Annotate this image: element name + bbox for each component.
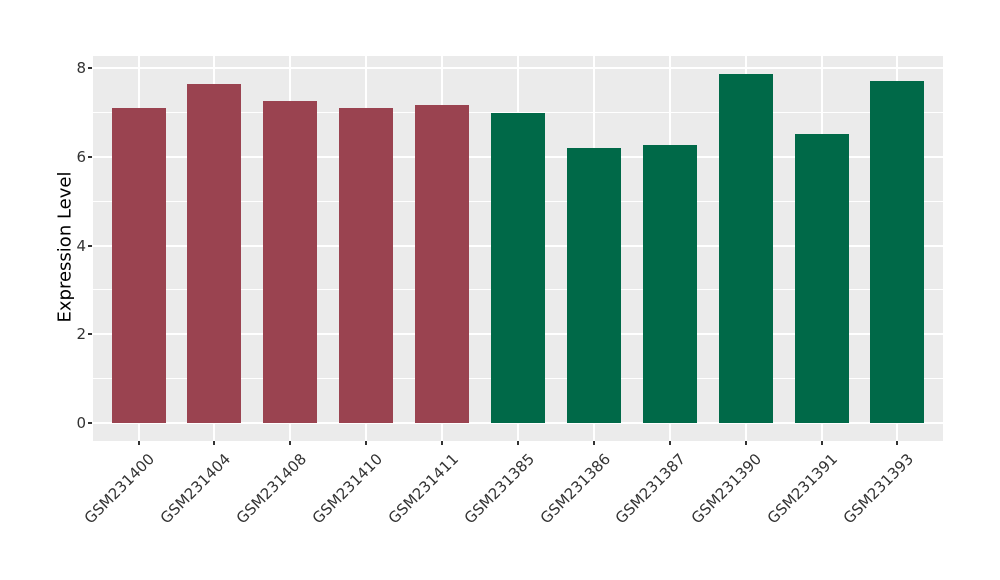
y-tick-label: 4 — [76, 236, 86, 255]
plot-panel — [93, 56, 943, 441]
x-tick-mark — [744, 441, 747, 445]
bar-GSM231387 — [642, 145, 697, 423]
x-tick-label: GSM231385 — [460, 450, 538, 528]
x-tick-label: GSM231391 — [763, 450, 842, 528]
x-tick-mark — [668, 441, 671, 445]
bar-GSM231390 — [718, 74, 773, 423]
x-tick-mark — [441, 441, 444, 445]
x-tick-label: GSM231390 — [688, 450, 766, 528]
x-tick-label: GSM231386 — [536, 450, 614, 528]
bar-GSM231404 — [187, 83, 242, 423]
bar-GSM231386 — [566, 147, 621, 423]
y-tick-label: 0 — [76, 413, 86, 432]
x-tick-mark — [213, 441, 216, 445]
x-tick-mark — [820, 441, 823, 445]
bar-GSM231400 — [111, 108, 166, 423]
x-tick-label: GSM231404 — [156, 450, 235, 528]
y-tick-mark — [88, 421, 92, 424]
y-tick-mark — [88, 333, 92, 336]
y-tick-mark — [88, 156, 92, 158]
bar-GSM231385 — [491, 113, 545, 423]
x-tick-mark — [289, 441, 292, 445]
x-tick-label: GSM231393 — [839, 450, 918, 528]
y-tick-label: 8 — [76, 59, 86, 78]
x-tick-label: GSM231411 — [384, 450, 462, 528]
bar-GSM231391 — [794, 133, 849, 423]
x-tick-mark — [592, 441, 595, 445]
bar-GSM231393 — [870, 81, 925, 423]
x-tick-label: GSM231410 — [308, 450, 386, 528]
x-tick-label: GSM231408 — [232, 450, 311, 528]
y-tick-mark — [88, 67, 92, 70]
x-tick-mark — [896, 441, 899, 445]
bar-GSM231408 — [263, 101, 318, 423]
bar-GSM231410 — [339, 107, 394, 423]
y-tick-label: 6 — [76, 148, 86, 166]
x-tick-mark — [365, 441, 368, 445]
y-tick-label: 2 — [76, 325, 86, 344]
bar-GSM231411 — [415, 105, 470, 423]
x-tick-mark — [517, 441, 519, 445]
x-tick-label: GSM231400 — [80, 450, 159, 528]
x-tick-label: GSM231387 — [612, 450, 690, 528]
x-tick-mark — [137, 441, 140, 445]
y-tick-mark — [88, 244, 92, 247]
